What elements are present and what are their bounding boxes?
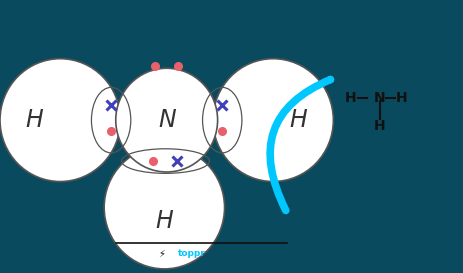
FancyArrowPatch shape [270,79,331,210]
Text: H: H [26,108,44,132]
Text: H: H [374,118,386,133]
Text: N: N [158,108,175,132]
Text: ⚡: ⚡ [159,249,165,259]
Text: H: H [396,91,408,105]
Text: H: H [345,91,357,105]
Text: H: H [290,108,307,132]
Ellipse shape [116,68,218,172]
Text: N: N [374,91,386,105]
Ellipse shape [104,146,225,269]
Text: H: H [156,209,173,233]
Ellipse shape [213,59,333,182]
Text: toppr: toppr [178,250,206,258]
Ellipse shape [0,59,120,182]
